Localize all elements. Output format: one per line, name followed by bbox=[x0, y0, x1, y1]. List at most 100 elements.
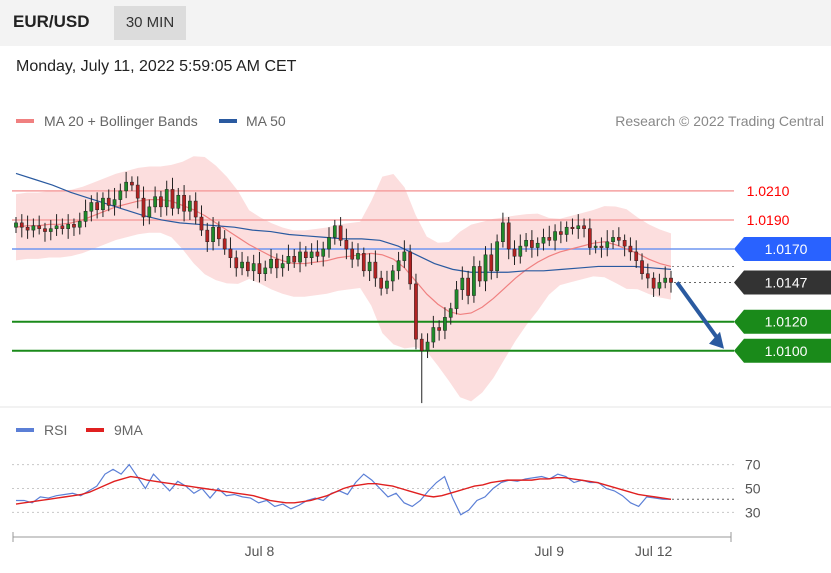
candle-body bbox=[205, 229, 210, 242]
candle-body bbox=[234, 257, 239, 269]
candle-body bbox=[645, 273, 650, 279]
candle-body bbox=[477, 266, 482, 282]
candle-body bbox=[43, 228, 47, 232]
candle-body bbox=[222, 238, 227, 250]
candle-body bbox=[356, 253, 360, 260]
candle-body bbox=[159, 196, 163, 208]
candle-body bbox=[66, 224, 71, 229]
candle-body bbox=[153, 196, 157, 208]
research-credit: Research © 2022 Trading Central bbox=[615, 113, 824, 129]
candle-body bbox=[344, 240, 349, 250]
candle-body bbox=[622, 240, 627, 247]
candle-body bbox=[373, 261, 378, 279]
rsi-ma-line bbox=[15, 475, 672, 505]
candle-body bbox=[530, 240, 534, 248]
candle-body bbox=[385, 280, 389, 289]
ma50-line bbox=[15, 172, 672, 273]
timeframe-button[interactable]: 30 MIN bbox=[114, 6, 186, 40]
candle-body bbox=[495, 241, 499, 272]
candle-body bbox=[315, 251, 320, 257]
candle-body bbox=[83, 210, 88, 222]
support-tag bbox=[734, 338, 831, 363]
bollinger-band bbox=[16, 156, 671, 402]
candle-body bbox=[483, 254, 488, 282]
candle-body bbox=[634, 251, 639, 261]
candle-body bbox=[309, 251, 314, 258]
candle-body bbox=[588, 228, 592, 248]
rsi-tick-label: 70 bbox=[745, 457, 761, 473]
candle-body bbox=[657, 282, 662, 289]
candle-body bbox=[443, 317, 447, 331]
ma50-legend-label: MA 50 bbox=[246, 113, 286, 129]
candle-body bbox=[431, 327, 436, 343]
candle-body bbox=[553, 231, 557, 241]
candle-body bbox=[651, 277, 656, 289]
rsi-legend-label: RSI bbox=[44, 422, 67, 438]
candle-body bbox=[535, 242, 540, 248]
candle-body bbox=[663, 277, 668, 283]
candle-body bbox=[25, 226, 30, 231]
candle-body bbox=[193, 200, 198, 218]
pivot-label: 1.0170 bbox=[765, 241, 808, 257]
candle-body bbox=[124, 181, 128, 192]
candle-body bbox=[263, 267, 268, 274]
candle-body bbox=[472, 266, 476, 296]
rsi-legend-swatch bbox=[16, 428, 34, 432]
ma50-legend-swatch bbox=[219, 119, 237, 123]
candle-body bbox=[298, 251, 302, 263]
candle-body bbox=[130, 181, 134, 186]
instrument-title: EUR/USD bbox=[13, 12, 90, 31]
candle-body bbox=[564, 226, 569, 235]
candle-body bbox=[292, 256, 297, 263]
candle-body bbox=[246, 261, 250, 272]
candle-body bbox=[396, 260, 401, 272]
candle-body bbox=[54, 225, 59, 229]
resistance-label: 1.0190 bbox=[747, 212, 790, 228]
candle-body bbox=[199, 216, 204, 231]
candle-body bbox=[251, 263, 256, 272]
candle-body bbox=[31, 225, 36, 231]
resistance-label: 1.0210 bbox=[747, 183, 790, 199]
pivot-tag bbox=[734, 237, 831, 262]
time-tick-label: Jul 9 bbox=[534, 543, 564, 559]
candle-body bbox=[118, 190, 123, 200]
candle-body bbox=[379, 277, 384, 289]
candle-body bbox=[669, 277, 673, 283]
candle-body bbox=[576, 225, 581, 229]
candle-body bbox=[106, 197, 111, 206]
last-price-tag bbox=[734, 270, 831, 295]
support-label: 1.0120 bbox=[765, 314, 808, 330]
candle-body bbox=[466, 277, 470, 296]
rsi-ma-legend-label: 9MA bbox=[114, 422, 143, 438]
candle-body bbox=[414, 283, 418, 340]
forecast-arrowhead bbox=[709, 331, 724, 349]
candle-body bbox=[501, 222, 505, 242]
candle-body bbox=[19, 222, 24, 228]
candle-body bbox=[437, 327, 441, 331]
candle-body bbox=[408, 251, 413, 285]
rsi-ma-legend-swatch bbox=[86, 428, 104, 432]
candle-body bbox=[582, 225, 586, 229]
candle-body bbox=[454, 289, 459, 309]
candle-body bbox=[101, 197, 105, 211]
candle-body bbox=[321, 248, 326, 257]
candle-body bbox=[559, 231, 563, 235]
candle-body bbox=[367, 261, 372, 272]
candle-body bbox=[640, 260, 644, 274]
candle-body bbox=[286, 256, 291, 264]
candle-body bbox=[240, 261, 244, 269]
candle-body bbox=[112, 199, 117, 206]
candle-body bbox=[402, 251, 407, 261]
candle-body bbox=[211, 226, 215, 242]
candle-body bbox=[147, 206, 152, 218]
candle-body bbox=[541, 237, 546, 244]
time-tick-label: Jul 12 bbox=[635, 543, 673, 559]
rsi-line bbox=[16, 463, 671, 516]
candle-body bbox=[182, 194, 186, 212]
candle-body bbox=[257, 263, 262, 274]
candle-body bbox=[135, 184, 140, 199]
candle-body bbox=[628, 245, 633, 253]
candle-body bbox=[489, 254, 494, 272]
last-price-label: 1.0147 bbox=[765, 274, 808, 290]
